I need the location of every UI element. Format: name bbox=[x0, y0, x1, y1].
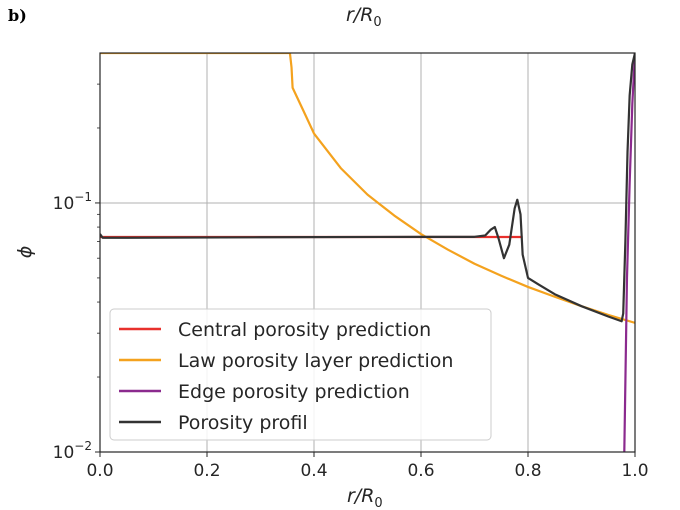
x-ticks: 0.0 0.2 0.4 0.6 0.8 1.0 bbox=[86, 452, 649, 481]
x-axis-label: r/R0 bbox=[347, 485, 383, 510]
x-tick-label: 1.0 bbox=[621, 461, 648, 481]
y-tick-label: 10−1 bbox=[53, 190, 92, 214]
x-tick-label: 0.2 bbox=[193, 461, 220, 481]
y-ticks: 10−1 10−2 bbox=[53, 83, 100, 463]
legend-label: Porosity profil bbox=[178, 412, 308, 434]
legend-label: Law porosity layer prediction bbox=[178, 350, 453, 372]
legend-box bbox=[109, 308, 492, 441]
y-tick-label: 10−2 bbox=[53, 439, 92, 463]
x-tick-label: 0.6 bbox=[407, 461, 434, 481]
legend-label: Edge porosity prediction bbox=[178, 381, 410, 403]
x-tick-label: 0.8 bbox=[514, 461, 541, 481]
x-tick-label: 0.4 bbox=[300, 461, 327, 481]
top-axis-label: r/R0 bbox=[346, 4, 382, 30]
series-line bbox=[623, 53, 635, 452]
plot-frame bbox=[99, 52, 636, 453]
series-line bbox=[100, 53, 635, 324]
legend-label: Central porosity prediction bbox=[178, 319, 431, 341]
series-line bbox=[100, 53, 635, 323]
panel-label: b) bbox=[8, 6, 27, 25]
legend-items: Central porosity prediction Law porosity … bbox=[119, 319, 453, 434]
series-layer bbox=[100, 53, 635, 452]
legend: Central porosity prediction Law porosity … bbox=[109, 308, 492, 441]
x-tick-label: 0.0 bbox=[86, 461, 113, 481]
y-axis-label: ϕ bbox=[14, 246, 36, 259]
